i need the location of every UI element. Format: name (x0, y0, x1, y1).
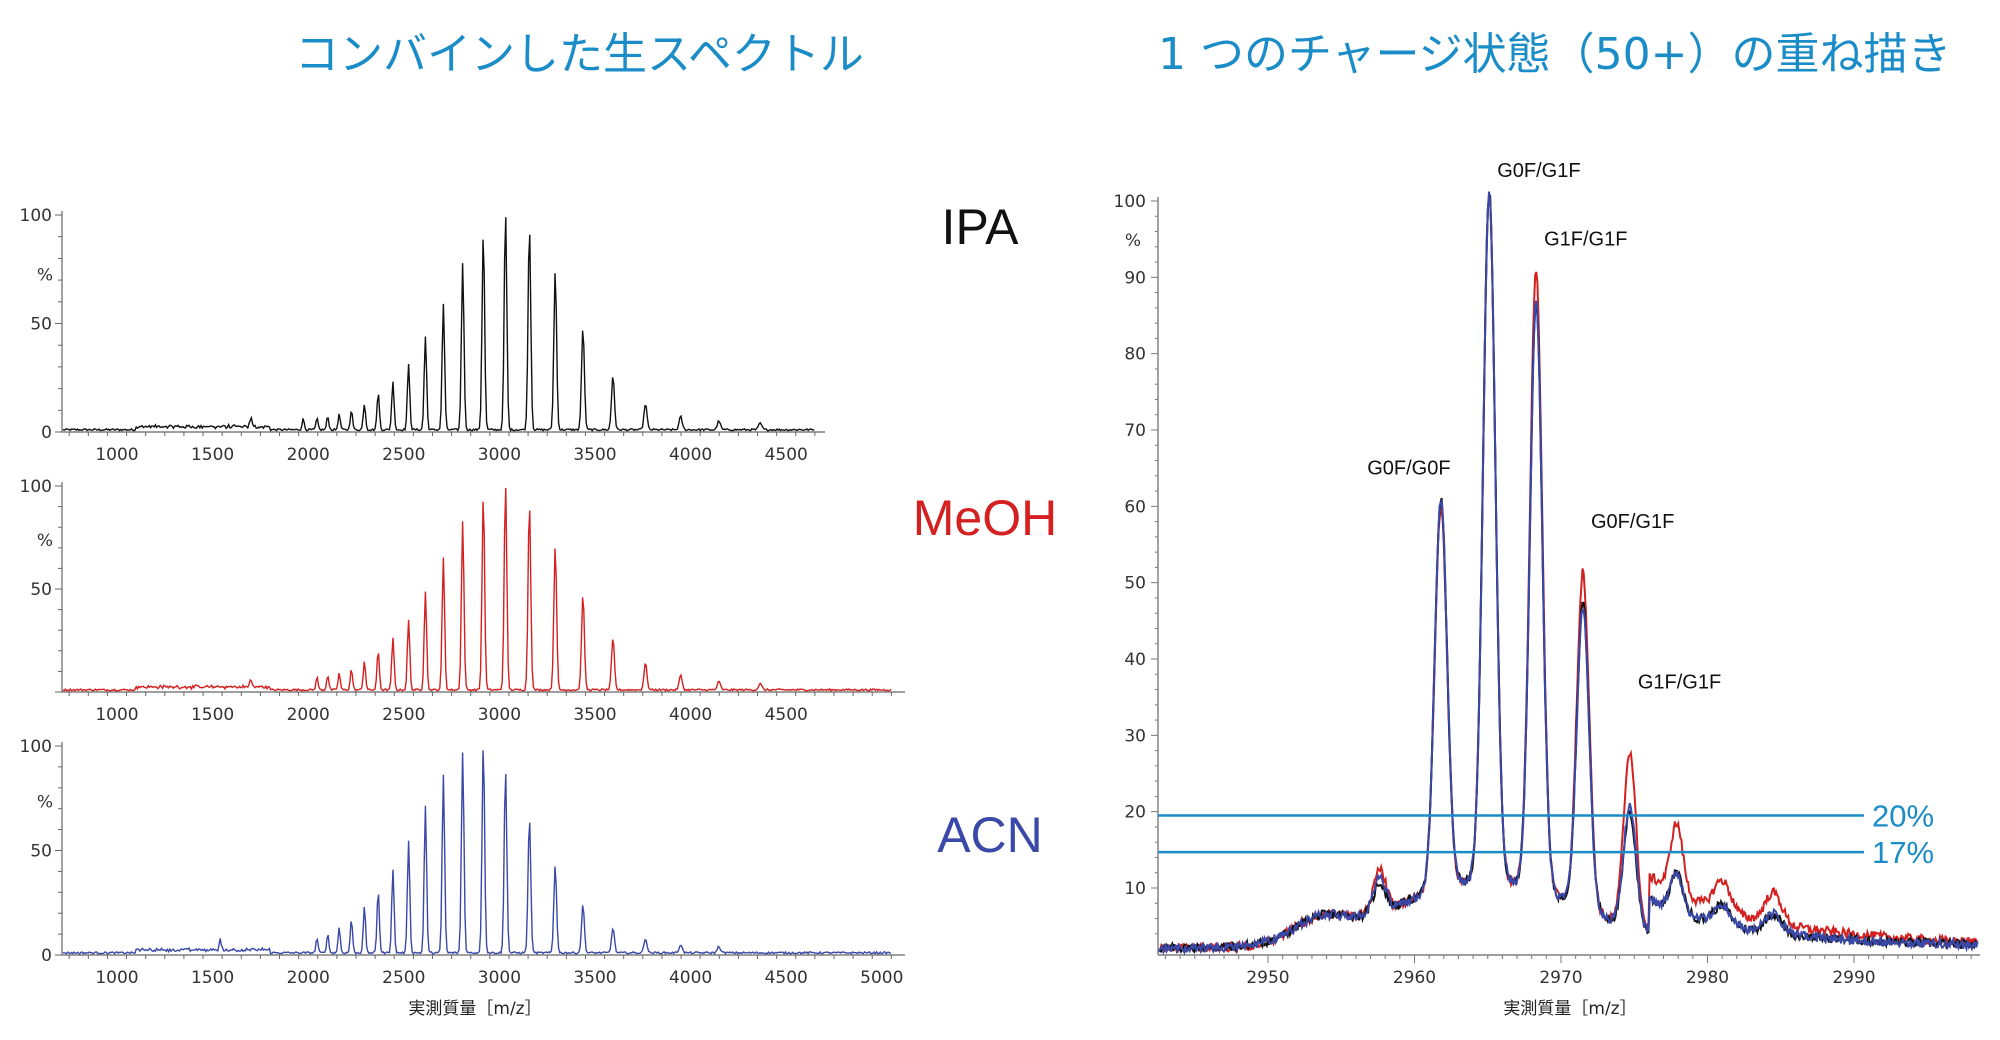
x-tick-label: 1500 (191, 705, 234, 725)
y-tick-label: 50 (1124, 574, 1146, 594)
y-tick-label: 90 (1124, 268, 1146, 288)
reference-line-label: 17% (1872, 835, 1934, 870)
reference-line-label: 20% (1872, 798, 1934, 833)
x-tick-label: 2000 (287, 968, 330, 988)
x-tick-label: 2980 (1686, 968, 1729, 988)
y-tick-label: 100 (20, 206, 52, 226)
peak-annotation: G0F/G1F (1497, 160, 1580, 182)
x-tick-label: 1000 (95, 968, 138, 988)
x-tick-label: 3500 (573, 705, 616, 725)
x-tick-label: 3000 (478, 705, 521, 725)
y-tick-label: 50 (30, 315, 52, 335)
right-chart-title: 1 つのチャージ状態（50+）の重ね描き (1158, 29, 1952, 80)
y-axis-label: % (1125, 231, 1141, 251)
x-axis-title: 実測質量［m/z］ (408, 999, 541, 1019)
x-tick-label: 2500 (382, 968, 425, 988)
y-tick-label: 20 (1124, 803, 1146, 823)
x-tick-label: 2500 (382, 705, 425, 725)
y-tick-label: 100 (1114, 192, 1146, 212)
y-tick-label: 80 (1124, 345, 1146, 365)
x-tick-label: 2990 (1832, 968, 1875, 988)
x-axis-title: 実測質量［m/z］ (1503, 999, 1636, 1019)
peak-annotation: G1F/G1F (1544, 229, 1627, 251)
spectrum-trace-meoh (62, 487, 892, 692)
solvent-label-meoh: MeOH (913, 490, 1057, 546)
x-tick-label: 4500 (765, 705, 808, 725)
y-tick-label: 50 (30, 842, 52, 862)
y-tick-label: 50 (30, 580, 52, 600)
x-tick-label: 5000 (860, 968, 903, 988)
x-tick-label: 1000 (95, 705, 138, 725)
y-tick-label: 40 (1124, 650, 1146, 670)
x-tick-label: 2500 (382, 445, 425, 465)
y-axis-label: % (37, 266, 53, 286)
y-tick-label: 100 (20, 477, 52, 497)
x-tick-label: 2000 (287, 445, 330, 465)
peak-annotation: G1F/G1F (1638, 671, 1721, 693)
x-tick-label: 4500 (765, 968, 808, 988)
x-tick-label: 4500 (765, 445, 808, 465)
spectrum-panel-meoh: 50 100% 1000 1500 2000 2500 3000 3500 4000 4500 Me… (20, 477, 1058, 725)
x-tick-label: 4000 (669, 705, 712, 725)
y-tick-label: 30 (1124, 726, 1146, 746)
solvent-label-acn: ACN (937, 807, 1043, 863)
overlay-chart: 10 20 30 40 50 60 70 80 90 100% 2950 2960 2970 2980 29… (1114, 160, 1980, 1019)
x-tick-label: 3500 (573, 445, 616, 465)
peak-annotation: G0F/G1F (1591, 511, 1674, 533)
x-tick-label: 3500 (573, 968, 616, 988)
x-tick-label: 2950 (1246, 968, 1289, 988)
spectrum-panel-ipa: 0 50 100% 1000 1500 2000 2500 3000 3500 4000 4500 I… (20, 199, 1020, 465)
spectrum-trace-acn (62, 750, 892, 955)
x-tick-label: 3000 (478, 968, 521, 988)
x-tick-label: 2970 (1539, 968, 1582, 988)
x-tick-label: 1500 (191, 445, 234, 465)
y-tick-label: 100 (20, 737, 52, 757)
solvent-label-ipa: IPA (942, 199, 1020, 255)
overlay-trace-acn (1158, 191, 1979, 956)
left-chart-group-title: コンバインした生スペクトル (295, 29, 864, 80)
y-tick-label: 10 (1124, 879, 1146, 899)
y-axis-label: % (37, 793, 53, 813)
y-tick-label: 0 (41, 946, 52, 966)
x-tick-label: 2000 (287, 705, 330, 725)
y-tick-label: 70 (1124, 421, 1146, 441)
x-tick-label: 4000 (669, 445, 712, 465)
overlay-trace-meoh (1158, 195, 1979, 955)
y-tick-label: 0 (41, 423, 52, 443)
x-tick-label: 1000 (95, 445, 138, 465)
y-tick-label: 60 (1124, 497, 1146, 517)
x-tick-label: 1500 (191, 968, 234, 988)
overlay-trace-ipa (1158, 194, 1979, 955)
x-tick-label: 2960 (1393, 968, 1436, 988)
peak-annotation: G0F/G0F (1367, 458, 1450, 480)
spectrum-trace-ipa (62, 217, 815, 432)
spectrum-panel-acn: 0 50 100% 1000 1500 2000 2500 3000 3500 4000 4500 5… (20, 737, 1043, 1019)
y-axis-label: % (37, 531, 53, 551)
x-tick-label: 4000 (669, 968, 712, 988)
x-tick-label: 3000 (478, 445, 521, 465)
